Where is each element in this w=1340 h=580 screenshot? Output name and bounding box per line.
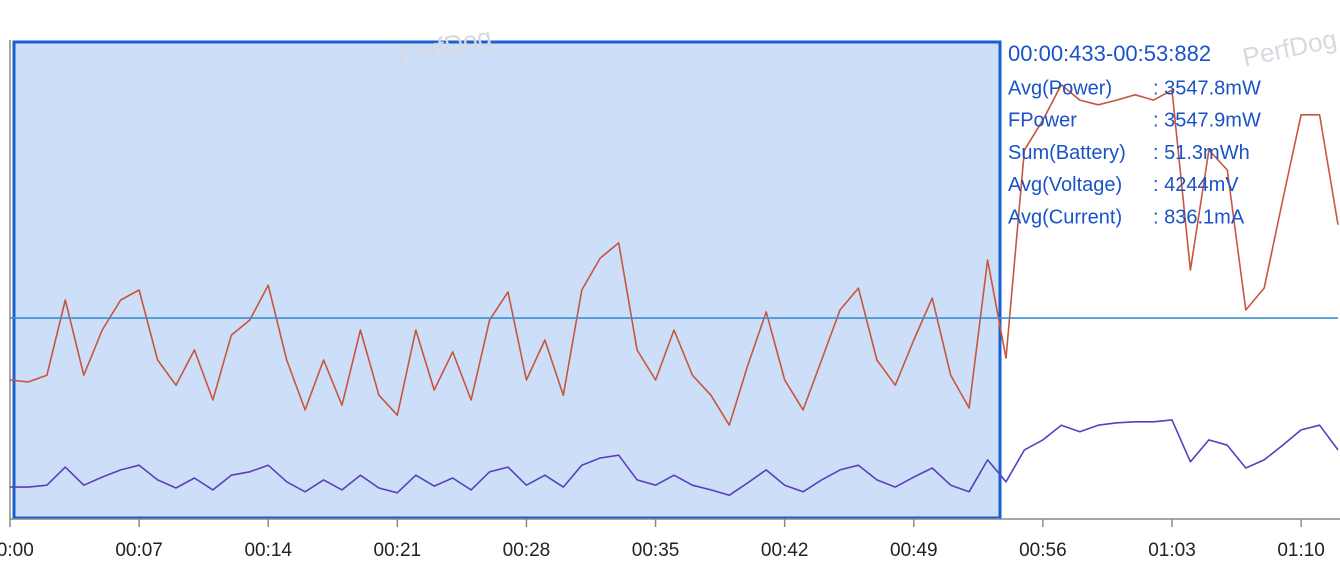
x-tick-label: 00:56 — [1019, 540, 1067, 561]
info-label: Avg(Power) — [1008, 77, 1112, 99]
info-panel: Avg(Power) : 3547.8mW FPower : 3547.9mW Sum(… — [1008, 77, 1261, 228]
info-value: : 3547.9mW — [1153, 110, 1261, 132]
info-value: : 51.3mWh — [1153, 142, 1250, 164]
x-tick-label: 00:14 — [244, 540, 292, 561]
info-label: Avg(Current) — [1008, 206, 1122, 228]
info-label: Sum(Battery) — [1008, 142, 1126, 164]
selection — [12, 40, 1002, 520]
x-tick-label: 00:00 — [0, 540, 34, 561]
info-value: : 836.1mA — [1153, 206, 1245, 228]
x-tick-label: 00:28 — [503, 540, 551, 561]
info-label: Avg(Voltage) — [1008, 174, 1122, 196]
x-tick-label: 00:35 — [632, 540, 680, 561]
x-tick-label: 01:03 — [1148, 540, 1196, 561]
info-label: FPower — [1008, 110, 1077, 132]
info-value: : 3547.8mW — [1153, 77, 1261, 99]
x-tick-label: 01:10 — [1277, 540, 1325, 561]
x-tick-label: 00:21 — [374, 540, 422, 561]
series-line — [9, 84, 1339, 427]
info-value: : 4244mV — [1153, 174, 1239, 196]
series-line — [10, 419, 1339, 497]
range-label: 00:00:433-00:53:882 — [1008, 41, 1211, 66]
x-tick-label: 00:07 — [115, 540, 163, 561]
plot — [9, 84, 1339, 497]
x-tick-label: 00:49 — [890, 540, 938, 561]
x-tick-label: 00:42 — [761, 540, 809, 561]
